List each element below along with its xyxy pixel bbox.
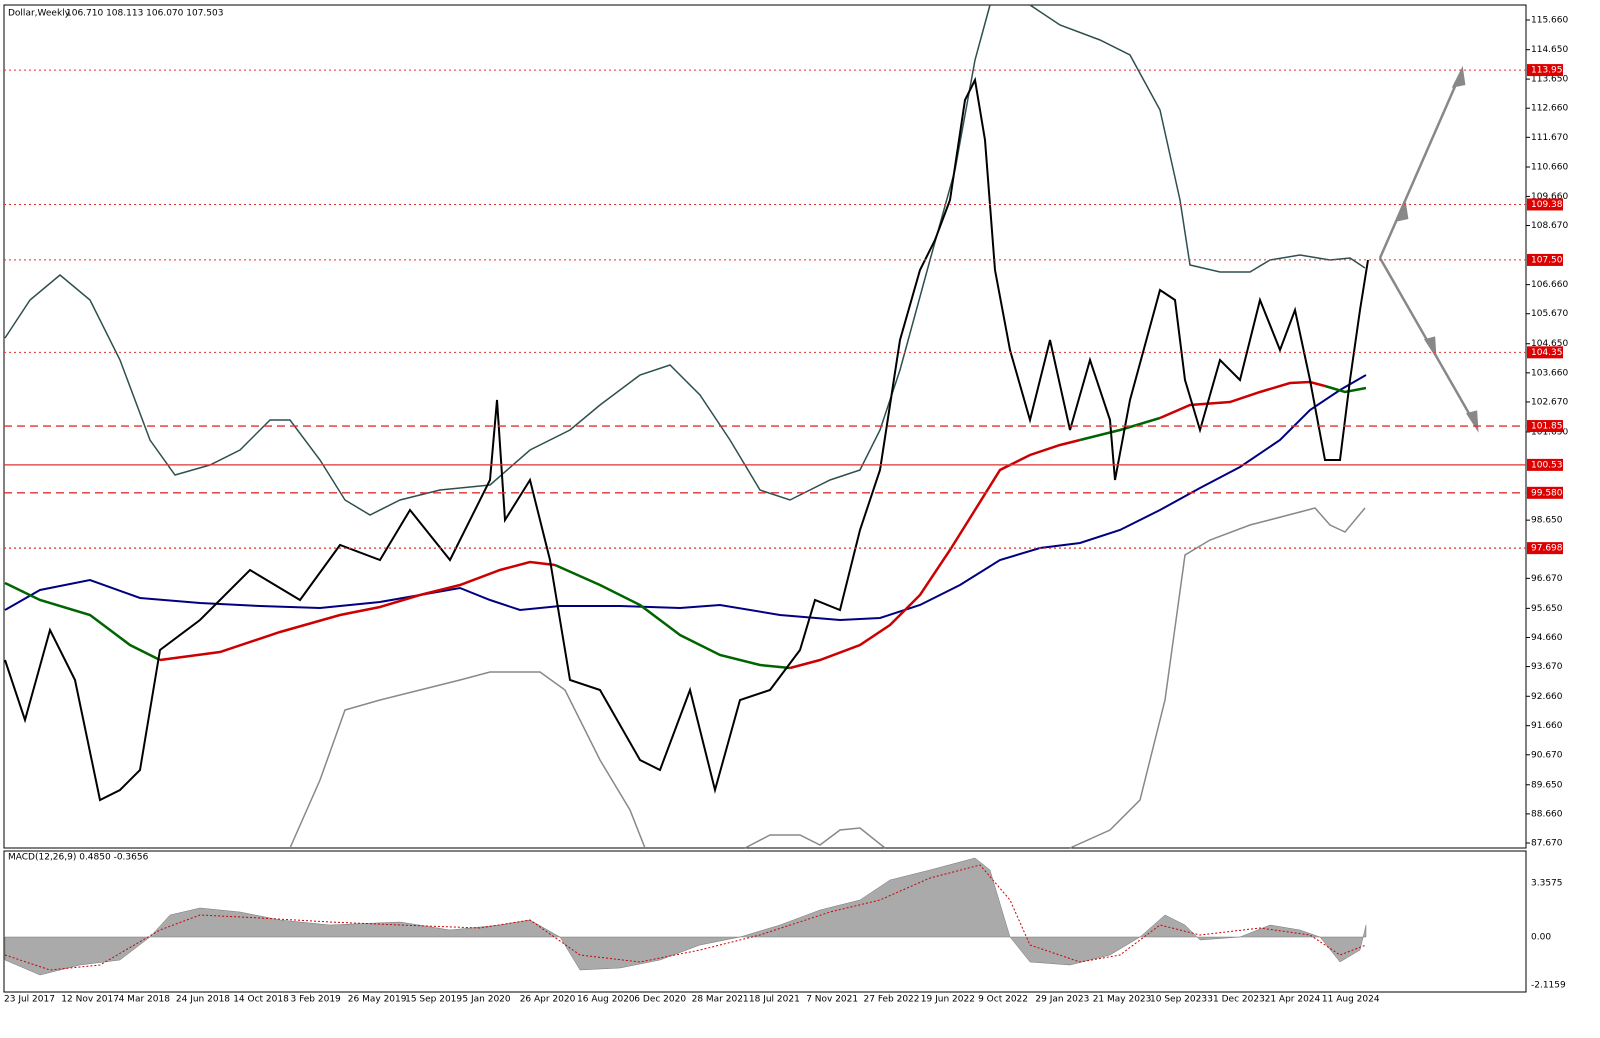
date-label: 6 Dec 2020 [634, 995, 686, 1005]
upper-band-2 [1029, 4, 1366, 273]
date-label: 31 Dec 2023 [1207, 995, 1265, 1005]
price-label: 87.670 [1531, 839, 1563, 849]
macd-signal [4, 864, 1367, 971]
date-label: 27 Feb 2022 [864, 995, 920, 1005]
lower-band [289, 671, 646, 849]
date-label: 5 Jan 2020 [462, 995, 510, 1005]
price-label: 101.650 [1531, 427, 1568, 437]
price-label: 109.660 [1531, 192, 1568, 202]
price-label: 103.660 [1531, 368, 1568, 378]
level-tag [1527, 64, 1563, 77]
ohlc: 106.710 108.113 106.070 107.503 [66, 9, 223, 19]
ma-red [159, 560, 556, 662]
macd-label: 0.00 [1531, 933, 1551, 943]
price-label: 104.650 [1531, 339, 1568, 349]
date-label: 9 Oct 2022 [978, 995, 1028, 1005]
lower-band-3 [744, 827, 886, 849]
price-label: 112.660 [1531, 104, 1568, 114]
chart-header: Dollar,Weekly [8, 9, 71, 19]
date-label: 18 Jul 2021 [749, 995, 800, 1005]
date-label: 29 Jan 2023 [1035, 995, 1089, 1005]
price-label: 114.650 [1531, 45, 1568, 55]
level-label: 107.500 [1531, 255, 1568, 265]
date-label: 10 Sep 2023 [1150, 995, 1207, 1005]
level-label: 100.530 [1531, 460, 1568, 470]
price-label: 94.660 [1531, 633, 1563, 643]
ma-green-3 [1079, 416, 1161, 442]
date-label: 21 May 2023 [1093, 995, 1152, 1005]
price-label: 106.660 [1531, 280, 1568, 290]
date-label: 23 Jul 2017 [4, 995, 55, 1005]
date-label: 16 Aug 2020 [577, 995, 635, 1005]
price-label: 115.660 [1531, 16, 1568, 26]
date-label: 24 Jun 2018 [176, 995, 230, 1005]
price-label: 90.670 [1531, 750, 1563, 760]
price-label: 113.650 [1531, 75, 1568, 85]
ma-green-2 [554, 563, 791, 670]
level-label: 99.580 [1531, 488, 1563, 498]
price-label: 102.670 [1531, 397, 1568, 407]
level-label: 101.850 [1531, 422, 1568, 432]
level-tag [1527, 542, 1563, 555]
price-label: 95.650 [1531, 604, 1563, 614]
date-label: 26 Apr 2020 [520, 995, 576, 1005]
price-label: 92.660 [1531, 692, 1563, 702]
ma-green [4, 581, 161, 662]
date-label: 3 Feb 2019 [291, 995, 342, 1005]
ma-red-2 [789, 438, 1081, 670]
ma-green-4 [1324, 384, 1367, 394]
level-label: 104.357 [1531, 348, 1568, 358]
price-label: 98.650 [1531, 516, 1563, 526]
macd-histogram [4, 857, 1367, 976]
macd-label: -2.1159 [1531, 981, 1566, 991]
level-label: 97.698 [1531, 544, 1563, 554]
price-line [4, 76, 1369, 802]
level-label: 109.386 [1531, 200, 1568, 210]
price-label: 111.670 [1531, 133, 1568, 143]
price-label: 89.650 [1531, 780, 1563, 790]
ma-blue [4, 374, 1367, 622]
date-label: 4 Mar 2018 [119, 995, 171, 1005]
projection-arrows [1378, 65, 1479, 433]
macd-frame [3, 850, 1527, 993]
date-label: 14 Oct 2018 [233, 995, 289, 1005]
date-label: 19 Jun 2022 [921, 995, 975, 1005]
price-label: 96.670 [1531, 574, 1563, 584]
level-tag [1527, 486, 1563, 499]
level-tag [1527, 420, 1563, 433]
date-label: 26 May 2019 [348, 995, 407, 1005]
date-label: 21 Apr 2024 [1265, 995, 1321, 1005]
macd-title: MACD(12,26,9) 0.4850 -0.3656 [8, 853, 149, 863]
level-label: 113.957 [1531, 66, 1568, 76]
upper-band [4, 4, 991, 516]
level-tag [1527, 346, 1563, 359]
price-label: 110.660 [1531, 163, 1568, 173]
date-label: 12 Nov 2017 [61, 995, 119, 1005]
price-label: 91.660 [1531, 721, 1563, 731]
date-label: 28 Mar 2021 [692, 995, 749, 1005]
level-tag [1527, 198, 1563, 211]
date-label: 11 Aug 2024 [1322, 995, 1380, 1005]
price-label: 108.670 [1531, 221, 1568, 231]
date-label: 7 Nov 2021 [806, 995, 858, 1005]
lower-band-2 [1069, 507, 1366, 849]
macd-label: 3.3575 [1531, 879, 1563, 889]
level-tag [1527, 458, 1563, 471]
price-label: 88.660 [1531, 809, 1563, 819]
price-label: 93.670 [1531, 662, 1563, 672]
level-tag [1527, 253, 1563, 266]
date-label: 15 Sep 2019 [405, 995, 462, 1005]
price-label: 105.670 [1531, 309, 1568, 319]
